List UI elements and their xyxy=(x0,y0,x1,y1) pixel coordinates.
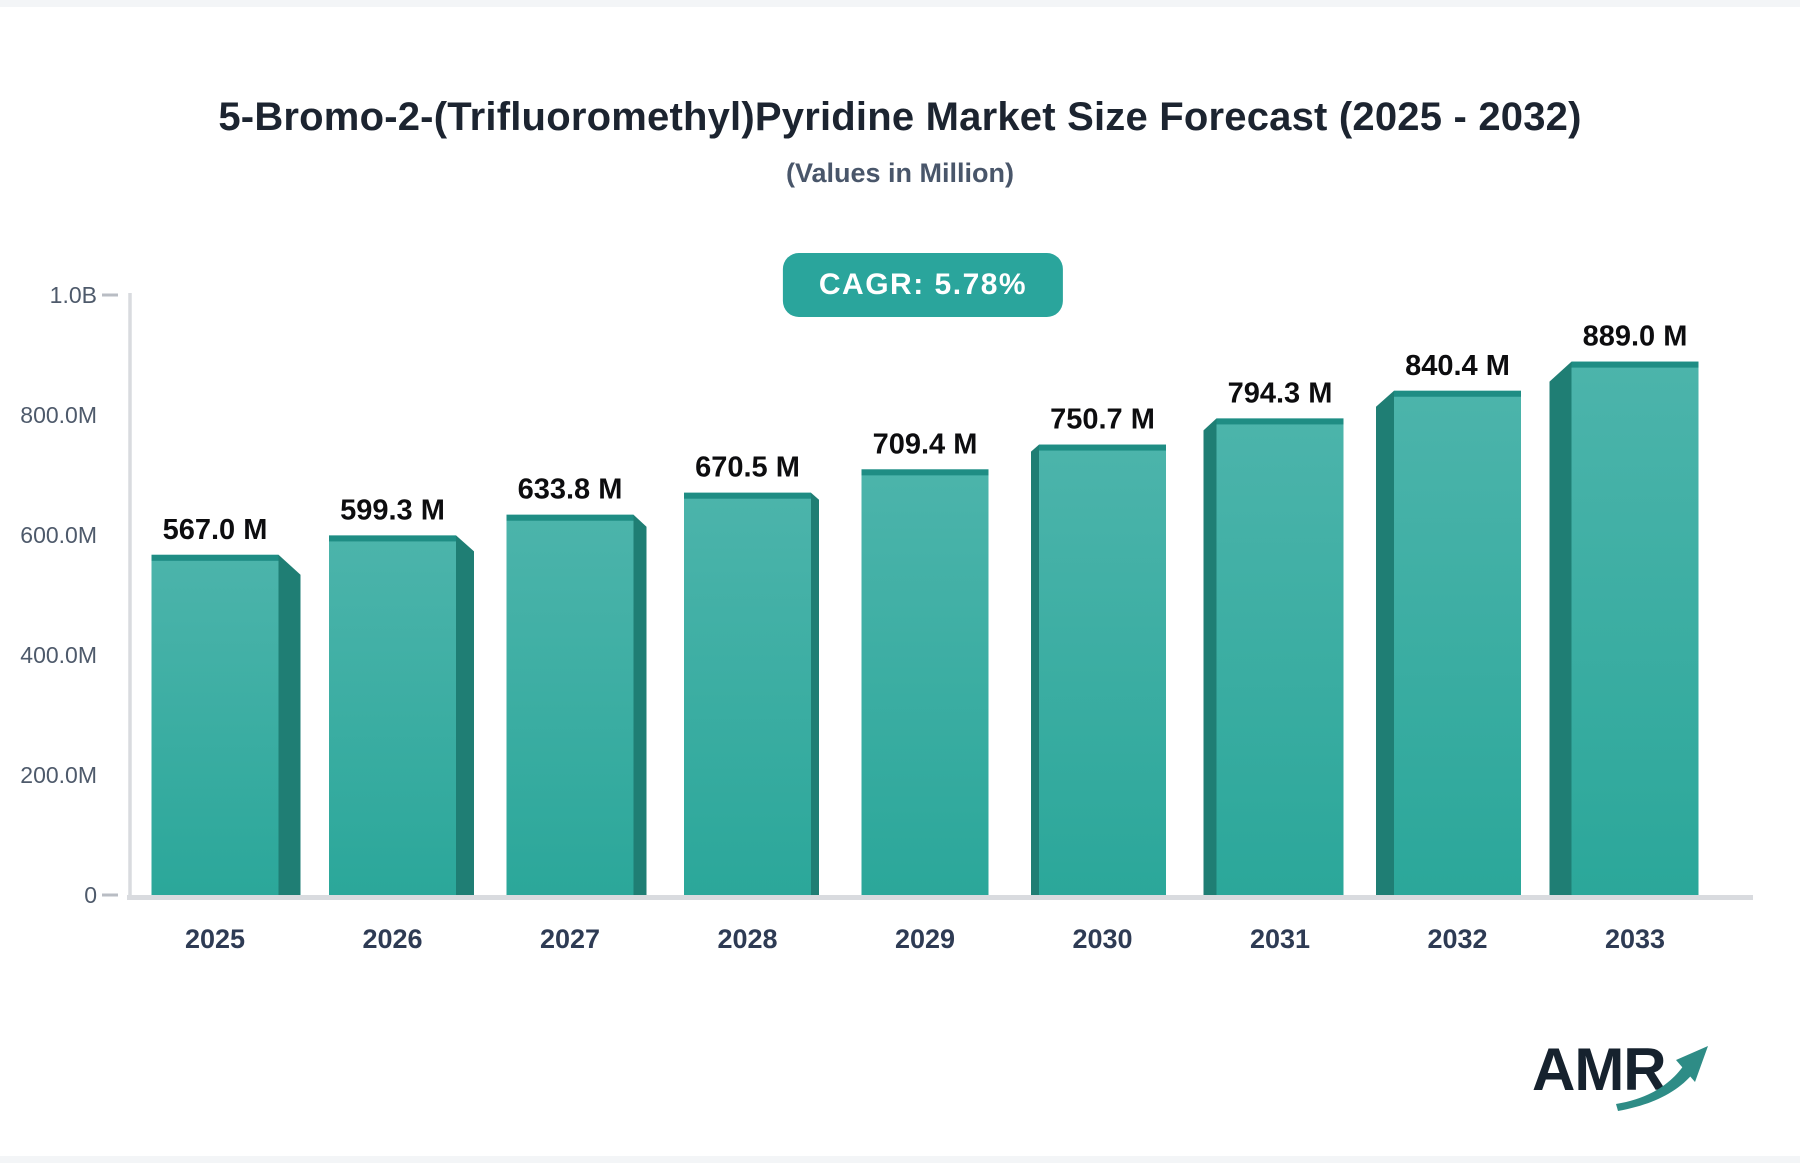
bar xyxy=(1217,418,1344,895)
y-axis-label: 400.0M xyxy=(20,642,97,668)
amr-logo: AMR xyxy=(1520,1032,1730,1144)
bar xyxy=(1394,391,1521,895)
bar-value-label: 633.8 M xyxy=(518,474,623,506)
bar xyxy=(507,515,634,895)
y-axis-label: 600.0M xyxy=(20,522,97,548)
bar-side-facet xyxy=(1031,445,1039,895)
chart-header: 5-Bromo-2-(Trifluoromethyl)Pyridine Mark… xyxy=(0,7,1800,189)
bar-value-label: 840.4 M xyxy=(1405,350,1510,382)
bar-top-edge xyxy=(862,469,989,475)
bar-value-label: 567.0 M xyxy=(163,514,268,546)
bar xyxy=(329,535,456,895)
bar xyxy=(1039,445,1166,895)
bar-side-facet xyxy=(1376,391,1394,895)
bar-value-label: 599.3 M xyxy=(340,494,445,526)
bar-value-label: 670.5 M xyxy=(695,452,800,484)
y-axis-label: 0 xyxy=(84,882,97,908)
bar xyxy=(862,469,989,895)
y-axis-label: 800.0M xyxy=(20,402,97,428)
x-axis-label: 2032 xyxy=(1427,924,1487,954)
chart-card: 5-Bromo-2-(Trifluoromethyl)Pyridine Mark… xyxy=(0,7,1800,1156)
bar-side-facet xyxy=(279,555,301,895)
bar-top-edge xyxy=(329,535,456,541)
bar-top-edge xyxy=(684,493,811,499)
x-axis-label: 2030 xyxy=(1072,924,1132,954)
x-axis-label: 2027 xyxy=(540,924,600,954)
bar-top-edge xyxy=(507,515,634,521)
y-axis-label: 1.0B xyxy=(50,282,97,308)
bar-side-facet xyxy=(456,535,474,895)
cagr-badge-label: CAGR: 5.78% xyxy=(819,268,1027,301)
bar xyxy=(152,555,279,895)
amr-logo-text: AMR xyxy=(1532,1036,1666,1103)
x-axis-label: 2026 xyxy=(362,924,422,954)
bar-value-label: 794.3 M xyxy=(1228,377,1333,409)
x-axis-label: 2025 xyxy=(185,924,245,954)
bar-value-label: 709.4 M xyxy=(873,428,978,460)
x-axis-label: 2031 xyxy=(1250,924,1310,954)
bar xyxy=(684,493,811,895)
cagr-badge: CAGR: 5.78% xyxy=(783,253,1063,317)
bar-top-edge xyxy=(1039,445,1166,451)
x-axis-label: 2029 xyxy=(895,924,955,954)
bar-side-facet xyxy=(634,515,647,895)
bar-top-edge xyxy=(1217,418,1344,424)
y-axis-label: 200.0M xyxy=(20,762,97,788)
x-axis-label: 2028 xyxy=(717,924,777,954)
bar xyxy=(1572,362,1699,895)
bar-side-facet xyxy=(1204,418,1217,895)
bar-top-edge xyxy=(152,555,279,561)
bar-side-facet xyxy=(811,493,819,895)
bar-top-edge xyxy=(1394,391,1521,397)
bar-side-facet xyxy=(1550,362,1572,895)
x-axis-label: 2033 xyxy=(1605,924,1665,954)
chart-subtitle: (Values in Million) xyxy=(0,158,1800,189)
bar-top-edge xyxy=(1572,362,1699,368)
bar-value-label: 750.7 M xyxy=(1050,404,1155,436)
page-title: 5-Bromo-2-(Trifluoromethyl)Pyridine Mark… xyxy=(0,95,1800,140)
bar-value-label: 889.0 M xyxy=(1583,321,1688,353)
